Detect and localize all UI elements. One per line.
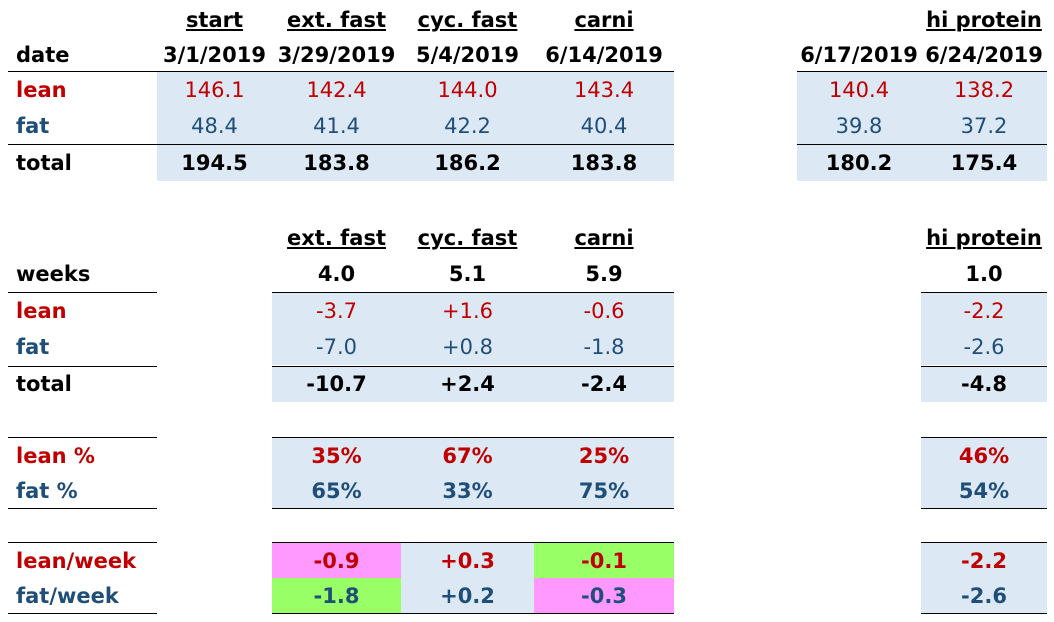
rule (8, 292, 157, 293)
header-cyc-fast: cyc. fast (417, 8, 518, 32)
lean-cell: 138.2 (921, 72, 1047, 108)
header-start: start (185, 8, 244, 32)
lean-cell: 142.4 (272, 72, 401, 108)
rule (272, 613, 674, 614)
total-cell: 194.5 (157, 145, 272, 181)
header-carni: carni (574, 8, 634, 32)
row-label-weeks: weeks (16, 262, 91, 286)
rule (921, 508, 1047, 509)
fat-week-cell: -2.6 (921, 578, 1047, 614)
row-label-date: date (16, 43, 70, 67)
row-label-total: total (16, 372, 72, 396)
fat-week-cell: -0.3 (534, 578, 674, 614)
lean-cell: 146.1 (157, 72, 272, 108)
lean-change-cell: -3.7 (272, 293, 401, 329)
date-cell: 6/24/2019 (925, 43, 1043, 67)
rule (272, 508, 674, 509)
rule (921, 292, 1047, 293)
fat-change-cell: +0.8 (401, 329, 534, 365)
row-label-fat: fat (16, 114, 50, 138)
fat-pct-cell: 54% (921, 473, 1047, 509)
lean-week-cell: +0.3 (401, 543, 534, 579)
weeks-cell: 5.9 (585, 262, 623, 286)
fat-change-cell: -7.0 (272, 329, 401, 365)
row-label-fat: fat (16, 335, 50, 359)
fat-pct-cell: 75% (534, 473, 674, 509)
rule (921, 366, 1047, 367)
header-hi-protein: hi protein (926, 226, 1042, 250)
lean-week-cell: -0.1 (534, 543, 674, 579)
rule (921, 613, 1047, 614)
rule (8, 542, 157, 543)
rule (797, 144, 1047, 145)
row-label-lean-pct: lean % (16, 444, 95, 468)
total-cell: 180.2 (797, 145, 921, 181)
total-change-cell: -2.4 (534, 366, 674, 402)
lean-change-cell: +1.6 (401, 293, 534, 329)
date-cell: 6/17/2019 (800, 43, 918, 67)
rule (8, 508, 157, 509)
total-change-cell: -4.8 (921, 366, 1047, 402)
lean-change-cell: -0.6 (534, 293, 674, 329)
lean-cell: 144.0 (401, 72, 534, 108)
lean-pct-cell: 67% (401, 438, 534, 474)
lean-cell: 143.4 (534, 72, 674, 108)
rule (272, 437, 674, 438)
rule (8, 144, 674, 145)
rule (921, 437, 1047, 438)
total-cell: 183.8 (534, 145, 674, 181)
date-cell: 6/14/2019 (545, 43, 663, 67)
fat-cell: 40.4 (534, 108, 674, 144)
rule (921, 542, 1047, 543)
total-change-cell: -10.7 (272, 366, 401, 402)
rule (272, 542, 674, 543)
total-cell: 175.4 (921, 145, 1047, 181)
fat-pct-cell: 65% (272, 473, 401, 509)
weeks-cell: 5.1 (448, 262, 487, 286)
fat-change-cell: -1.8 (534, 329, 674, 365)
row-label-lean-week: lean/week (16, 549, 137, 573)
lean-pct-cell: 35% (272, 438, 401, 474)
row-label-total: total (16, 151, 72, 175)
lean-week-cell: -2.2 (921, 543, 1047, 579)
fat-cell: 37.2 (921, 108, 1047, 144)
fat-cell: 42.2 (401, 108, 534, 144)
header-ext-fast: ext. fast (287, 8, 386, 32)
rule (8, 437, 157, 438)
row-label-lean: lean (16, 78, 67, 102)
lean-week-cell: -0.9 (272, 543, 401, 579)
rule (8, 71, 674, 72)
date-cell: 3/29/2019 (277, 43, 396, 67)
rule (272, 366, 674, 367)
weeks-cell: 1.0 (965, 262, 1003, 286)
total-change-cell: +2.4 (401, 366, 534, 402)
fat-change-cell: -2.6 (921, 329, 1047, 365)
fat-pct-cell: 33% (401, 473, 534, 509)
lean-pct-cell: 25% (534, 438, 674, 474)
header-hi-protein: hi protein (926, 8, 1042, 32)
lean-cell: 140.4 (797, 72, 921, 108)
fat-week-cell: -1.8 (272, 578, 401, 614)
header-ext-fast: ext. fast (287, 226, 386, 250)
fat-week-cell: +0.2 (401, 578, 534, 614)
lean-pct-cell: 46% (921, 438, 1047, 474)
rule (8, 366, 157, 367)
date-cell: 5/4/2019 (415, 43, 519, 67)
total-cell: 186.2 (401, 145, 534, 181)
row-label-fat-week: fat/week (16, 584, 119, 608)
fat-cell: 39.8 (797, 108, 921, 144)
fat-cell: 48.4 (157, 108, 272, 144)
rule (8, 613, 157, 614)
fat-cell: 41.4 (272, 108, 401, 144)
date-cell: 3/1/2019 (162, 43, 266, 67)
header-cyc-fast: cyc. fast (417, 226, 518, 250)
rule (272, 292, 674, 293)
row-label-fat-pct: fat % (16, 479, 78, 503)
lean-change-cell: -2.2 (921, 293, 1047, 329)
rule (797, 71, 1047, 72)
total-cell: 183.8 (272, 145, 401, 181)
header-carni: carni (574, 226, 634, 250)
weeks-cell: 4.0 (317, 262, 356, 286)
row-label-lean: lean (16, 299, 67, 323)
